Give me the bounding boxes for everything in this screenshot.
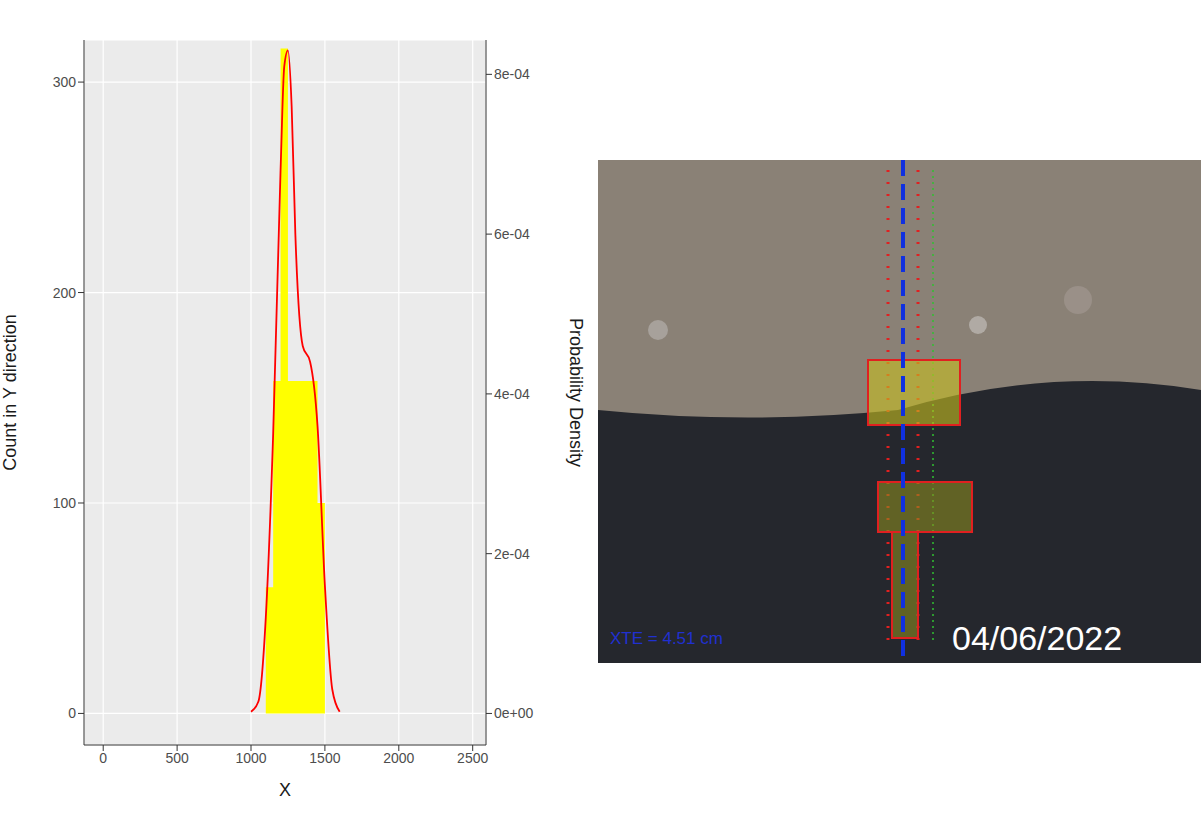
svg-text:Count in Y direction: Count in Y direction <box>0 314 20 470</box>
svg-text:4e-04: 4e-04 <box>494 386 530 402</box>
svg-text:Probability Density: Probability Density <box>566 318 586 467</box>
svg-text:2000: 2000 <box>383 750 414 766</box>
svg-text:500: 500 <box>165 750 189 766</box>
svg-text:200: 200 <box>53 285 77 301</box>
svg-text:0e+00: 0e+00 <box>494 705 534 721</box>
svg-text:8e-04: 8e-04 <box>494 66 530 82</box>
svg-text:0: 0 <box>68 705 76 721</box>
svg-text:300: 300 <box>53 74 77 90</box>
svg-text:6e-04: 6e-04 <box>494 226 530 242</box>
svg-text:0: 0 <box>99 750 107 766</box>
svg-text:2e-04: 2e-04 <box>494 546 530 562</box>
svg-text:100: 100 <box>53 495 77 511</box>
svg-text:04/06/2022: 04/06/2022 <box>952 619 1122 657</box>
svg-text:X: X <box>279 780 291 800</box>
svg-text:2500: 2500 <box>457 750 488 766</box>
svg-text:XTE = 4.51 cm: XTE = 4.51 cm <box>610 629 723 648</box>
svg-text:1500: 1500 <box>309 750 340 766</box>
svg-text:1000: 1000 <box>235 750 266 766</box>
